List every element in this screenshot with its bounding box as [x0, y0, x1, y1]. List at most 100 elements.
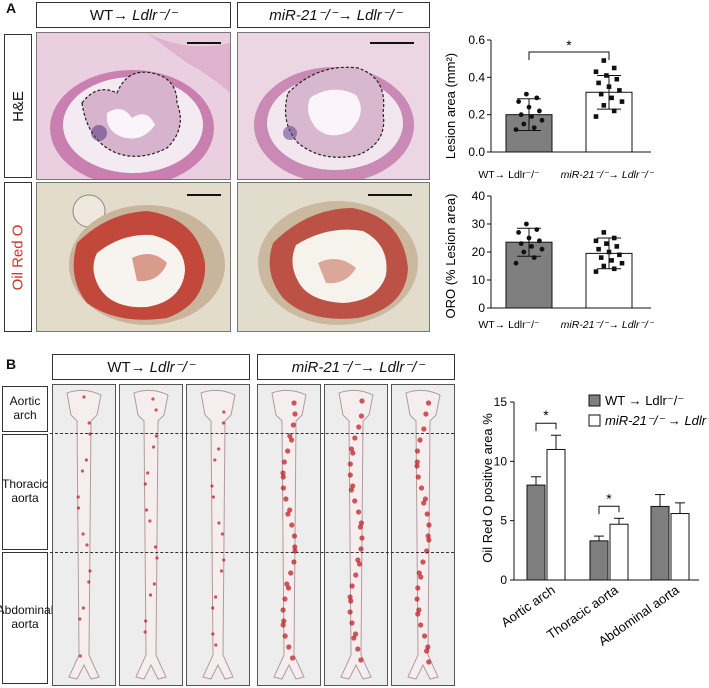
- arch-boundary-line: [50, 433, 454, 434]
- data-point: [539, 246, 545, 252]
- bar: [609, 523, 629, 581]
- bar: [670, 513, 690, 581]
- data-point: [614, 76, 620, 82]
- bar: [526, 484, 546, 581]
- significance-bracket: [535, 422, 557, 432]
- panel-b-header-ko: miR-21⁻/⁻→ Ldlr⁻/⁻: [257, 354, 455, 380]
- data-point: [529, 244, 534, 249]
- data-point: [539, 117, 545, 123]
- panel-a-label: A: [6, 0, 17, 16]
- aorta-specimen-image: [391, 384, 455, 686]
- row-label-oil-red-o: Oil Red O: [4, 182, 32, 332]
- data-point: [617, 252, 622, 258]
- significance-marker: *: [566, 37, 572, 53]
- header-genotype: Ldlr⁻/⁻: [149, 359, 195, 376]
- x-label-ko: miR-21⁻/⁻→ Ldlr⁻/⁻: [561, 319, 655, 331]
- panel-a-header-ko: miR-21⁻/⁻→ Ldlr⁻/⁻: [237, 2, 430, 28]
- lesion-area-chart: Lesion area (mm²) 0.0 0.2 0.4 0.6 * WT→ Ldlr…: [443, 33, 655, 181]
- oro-micrograph-ko: [237, 182, 430, 332]
- data-point: [601, 230, 607, 235]
- data-point: [604, 241, 609, 246]
- segment-oro-chart: Oil Red O positive area % 0 5 10 15 * Aortic …: [480, 393, 709, 649]
- y-tick-label: 0: [478, 301, 485, 315]
- panel-a-header-wt: WT→ Ldlr⁻/⁻: [36, 2, 231, 28]
- x-label-ko: miR-21⁻/⁻→ Ldlr⁻/⁻: [561, 169, 655, 181]
- data-point: [513, 260, 519, 266]
- data-point: [516, 99, 521, 104]
- segment-label-aortic-arch: Aortic arch: [2, 386, 48, 432]
- bar: [650, 505, 670, 581]
- data-point: [593, 238, 599, 244]
- data-point: [606, 249, 612, 255]
- y-tick-label: 10: [494, 454, 508, 468]
- data-point: [598, 255, 604, 260]
- data-point: [524, 91, 529, 97]
- significance-marker: *: [543, 407, 549, 423]
- y-tick-label: 40: [472, 189, 486, 203]
- y-axis-label: ORO (% Lesion area): [443, 194, 458, 319]
- x-label-wt: WT→ Ldlr⁻/⁻: [478, 319, 540, 331]
- significance-bracket: [528, 51, 610, 60]
- y-tick-label: 15: [494, 395, 508, 409]
- header-genotype: Ldlr⁻/⁻: [132, 7, 178, 24]
- data-point: [516, 230, 521, 235]
- oro-percent-chart: ORO (% Lesion area) 0 10 20 30 40 WT→ Ldlr⁻/…: [443, 189, 655, 331]
- y-tick-label: 0.0: [468, 145, 485, 159]
- data-point: [526, 104, 532, 110]
- data-point: [529, 114, 534, 119]
- data-point: [537, 238, 542, 244]
- data-point: [606, 84, 612, 89]
- data-point: [611, 108, 617, 114]
- data-point: [521, 121, 527, 127]
- aorta-specimen-image: [119, 384, 183, 686]
- oro-micrograph-wt: [36, 182, 231, 332]
- y-tick-label: 0.6: [468, 33, 485, 47]
- data-point: [593, 69, 599, 75]
- y-tick-label: 5: [500, 514, 507, 528]
- panel-b-header-wt: WT→ Ldlr⁻/⁻: [52, 354, 250, 380]
- data-point: [611, 65, 617, 71]
- data-point: [598, 91, 604, 97]
- data-point: [601, 58, 607, 63]
- data-point: [611, 235, 617, 241]
- data-point: [596, 246, 601, 252]
- data-point: [537, 108, 542, 114]
- y-tick-label: 0: [500, 573, 507, 587]
- aorta-specimen-image: [257, 384, 321, 686]
- data-point: [534, 227, 540, 232]
- x-tick-label: Aortic arch: [498, 582, 558, 630]
- header-genotype: miR-21⁻/⁻→ Ldlr⁻/⁻: [291, 359, 425, 376]
- y-tick-label: 30: [472, 217, 486, 231]
- data-point: [611, 266, 617, 272]
- thoracic-boundary-line: [50, 552, 454, 553]
- panel-b-label: B: [6, 356, 17, 372]
- header-genotype: miR-21⁻/⁻→ Ldlr⁻/⁻: [269, 7, 402, 24]
- data-point: [614, 244, 620, 249]
- data-point: [601, 263, 607, 269]
- data-point: [531, 125, 537, 131]
- significance-marker: *: [606, 490, 612, 506]
- data-point: [601, 103, 607, 108]
- data-point: [619, 260, 625, 266]
- data-point: [609, 95, 614, 101]
- y-axis-label: Oil Red O positive area %: [480, 413, 495, 563]
- legend-swatch-ko: [588, 414, 601, 427]
- data-point: [593, 114, 599, 119]
- y-tick-label: 0.2: [468, 108, 485, 122]
- segment-label-thoracic-aorta: Thoracic aorta: [2, 434, 48, 550]
- data-point: [593, 269, 599, 274]
- data-point: [513, 127, 519, 132]
- legend: WT → Ldlr⁻/⁻ miR-21⁻/⁻ → Ldlr⁻/⁻: [588, 393, 709, 428]
- row-label-he: H&E: [4, 34, 32, 178]
- data-point: [619, 99, 625, 104]
- bar: [546, 448, 566, 581]
- data-point: [518, 241, 524, 246]
- aorta-specimen-image: [186, 384, 250, 686]
- data-point: [617, 88, 622, 93]
- data-point: [524, 221, 529, 227]
- he-micrograph-wt: [36, 32, 231, 180]
- data-point: [531, 255, 537, 260]
- y-tick-label: 20: [472, 245, 486, 259]
- y-axis-label: Lesion area (mm²): [443, 53, 458, 159]
- aorta-specimen-image: [324, 384, 388, 686]
